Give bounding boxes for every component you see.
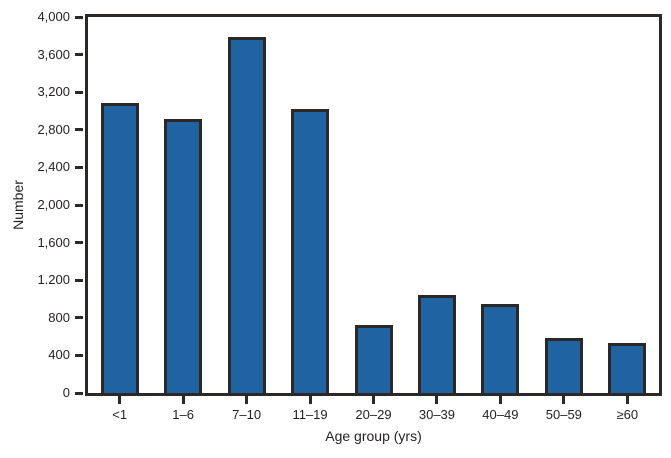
- x-axis-title: Age group (yrs): [325, 428, 422, 444]
- y-axis-tick: [75, 53, 83, 57]
- x-axis-tick: [435, 396, 439, 404]
- y-axis-tick: [75, 203, 83, 207]
- plot-area: 0 400 800 1.200 1,600 2,000 2,400 2,800 3,200 3,6…: [37, 9, 662, 422]
- bar-11–19: [291, 109, 330, 393]
- y-axis-tick: [75, 15, 83, 19]
- x-axis-tick: [181, 396, 185, 404]
- y-axis-tick: [75, 90, 83, 94]
- x-axis-tick: [308, 396, 312, 404]
- x-axis-tick: [245, 396, 249, 404]
- y-axis-tick-label: 1,600: [37, 234, 70, 250]
- y-axis-tick-label: 3,200: [37, 84, 70, 100]
- bar-<1: [100, 102, 139, 393]
- y-axis-tick-label: 0: [62, 385, 70, 400]
- x-axis-tick-label: 20–29: [355, 407, 392, 422]
- y-axis-tick: [75, 278, 83, 282]
- x-axis-tick-label: <1: [112, 407, 128, 422]
- y-axis-tick: [75, 316, 83, 320]
- bar-50–59: [544, 337, 583, 393]
- x-axis-tick: [562, 396, 566, 404]
- bar-7–10: [227, 36, 266, 393]
- y-axis-tick-label: 2,000: [37, 197, 70, 212]
- bar-20–29: [354, 325, 393, 393]
- y-axis-tick-label: 400: [48, 347, 70, 363]
- y-axis-tick-label: 3,600: [37, 46, 70, 62]
- bar-30–39: [417, 295, 456, 393]
- bar-40–49: [481, 303, 520, 393]
- x-axis-tick: [498, 396, 502, 404]
- bar-≥60: [608, 343, 647, 393]
- bar-1–6: [164, 119, 203, 393]
- y-axis-tick-label: 800: [48, 309, 70, 325]
- x-axis-tick-label: 40–49: [482, 407, 519, 422]
- x-axis-tick-label: 1–6: [172, 407, 194, 422]
- y-axis-tick-label: 2,400: [37, 159, 70, 175]
- x-axis-tick-label: 50–59: [545, 407, 582, 422]
- x-axis-tick: [118, 396, 122, 404]
- y-axis-tick: [75, 353, 83, 357]
- y-axis-tick-label: 4,000: [37, 9, 70, 24]
- y-axis-tick: [75, 128, 83, 132]
- y-axis-tick: [75, 391, 83, 395]
- x-axis-tick: [372, 396, 375, 404]
- x-axis-tick-label: ≥60: [616, 407, 639, 422]
- x-axis-tick: [625, 396, 629, 404]
- x-axis-tick-label: 30–39: [418, 407, 456, 422]
- x-axis-tick-label: 11–19: [292, 407, 328, 422]
- x-axis-tick-label: 7–10: [232, 407, 262, 422]
- y-axis-tick-label: 2,800: [37, 121, 70, 137]
- y-axis-tick: [75, 165, 83, 169]
- y-axis-tick-label: 1.200: [37, 272, 70, 288]
- y-axis-tick: [75, 241, 83, 245]
